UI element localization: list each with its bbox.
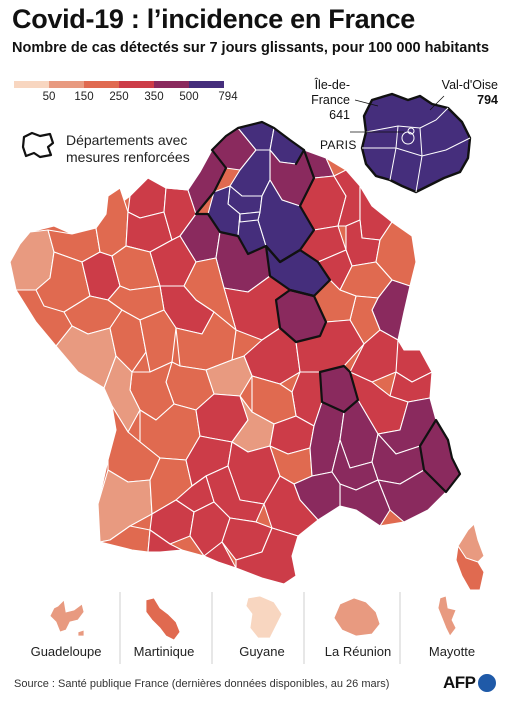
dept-calvados bbox=[127, 177, 167, 219]
france-metro-map bbox=[9, 121, 461, 585]
reinforced-legend-label: Départements avec mesures renforcées bbox=[66, 132, 190, 165]
dept-paris-petite-couronne bbox=[239, 211, 261, 223]
source-note: Source : Santé publique France (dernière… bbox=[14, 678, 390, 690]
dept-manche bbox=[95, 187, 129, 257]
afp-logo-dot-icon bbox=[477, 674, 496, 692]
legend-labels: 50 150 250 350 500 794 bbox=[14, 91, 244, 107]
idf-label: Île-de-France 641 bbox=[276, 78, 350, 123]
afp-logo: AFP bbox=[443, 673, 496, 693]
overseas-dividers bbox=[119, 592, 401, 664]
idf-pointer-line bbox=[354, 99, 379, 107]
caption-mayotte: Mayotte bbox=[428, 644, 476, 659]
dept-hautes-pyrenees bbox=[147, 529, 183, 553]
idf-inset bbox=[350, 92, 472, 194]
legend-swatch-1 bbox=[49, 81, 84, 88]
legend-scale bbox=[14, 81, 224, 88]
idf-region-name: Île-de-France bbox=[311, 78, 350, 107]
legend-swatch-2 bbox=[84, 81, 119, 88]
legend-swatch-0 bbox=[14, 81, 49, 88]
idf-inset-borders bbox=[362, 107, 471, 193]
legend-swatch-4 bbox=[154, 81, 189, 88]
legend-label-500: 500 bbox=[179, 91, 199, 103]
reinforced-zone-north-idf bbox=[194, 120, 316, 264]
reinforced-zone-rhone bbox=[318, 364, 360, 414]
page-subtitle: Nombre de cas détectés sur 7 jours gliss… bbox=[12, 40, 490, 56]
caption-guadeloupe: Guadeloupe bbox=[30, 644, 102, 659]
caption-guyane: Guyane bbox=[239, 644, 285, 659]
legend-label-50: 50 bbox=[42, 91, 56, 103]
caption-martinique: Martinique bbox=[133, 644, 195, 659]
overseas-shapes bbox=[49, 595, 457, 641]
reinforced-outlines bbox=[194, 120, 462, 494]
dept-bouches-rhone bbox=[339, 479, 391, 527]
paris-label: PARIS bbox=[320, 138, 357, 152]
val-oise-name: Val-d'Oise bbox=[441, 78, 498, 92]
reinforced-zone-nievre bbox=[274, 288, 328, 344]
legend-label-250: 250 bbox=[109, 91, 129, 103]
idf-inset-region bbox=[360, 92, 472, 194]
legend-swatch-5 bbox=[189, 81, 224, 88]
reinforced-department-icon bbox=[21, 131, 55, 159]
dept-pyrenees-orientales bbox=[235, 527, 299, 585]
val-oise-pointer-line bbox=[429, 95, 445, 111]
page-title: Covid-19 : l’incidence en France bbox=[12, 4, 416, 34]
dept-corse-du-sud bbox=[455, 544, 485, 591]
legend-swatch-3 bbox=[119, 81, 154, 88]
reinforced-zone-alpes-maritimes bbox=[418, 418, 462, 494]
caption-la-reunion: La Réunion bbox=[324, 644, 392, 659]
mayotte-shape bbox=[437, 595, 457, 637]
reunion-shape bbox=[333, 597, 381, 637]
val-oise-value: 794 bbox=[477, 93, 498, 107]
guadeloupe-shape bbox=[49, 599, 85, 637]
corsica-map bbox=[455, 523, 485, 591]
martinique-shape bbox=[145, 597, 181, 641]
legend-label-150: 150 bbox=[74, 91, 94, 103]
idf-region-value: 641 bbox=[329, 108, 350, 122]
val-oise-label: Val-d'Oise 794 bbox=[418, 78, 498, 108]
dept-var bbox=[377, 469, 447, 523]
legend-label-350: 350 bbox=[144, 91, 164, 103]
afp-logo-text: AFP bbox=[443, 673, 476, 692]
legend-label-794: 794 bbox=[218, 91, 238, 103]
guyane-shape bbox=[245, 595, 283, 639]
